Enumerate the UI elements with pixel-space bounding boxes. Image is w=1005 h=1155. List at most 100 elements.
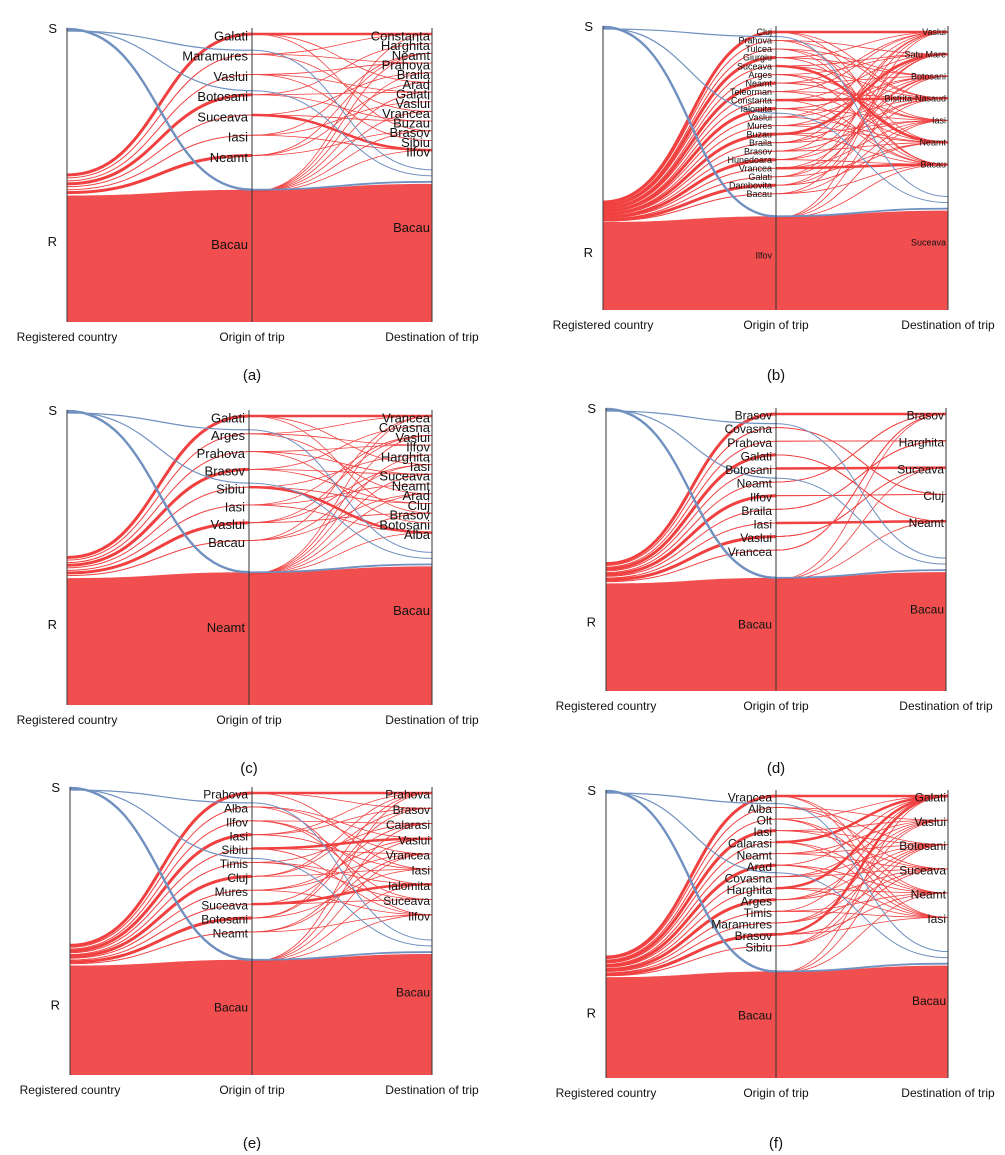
origin-label: Maramures — [711, 917, 772, 931]
flow-line-registered-origin — [602, 183, 777, 222]
flow-line-registered-origin — [605, 535, 777, 582]
origin-label: Iasi — [225, 499, 245, 514]
origin-label: Arges — [748, 70, 772, 80]
flow-line-origin-destination — [775, 819, 949, 947]
origin-label: Neamt — [745, 78, 772, 88]
destination-label: Cluj — [923, 489, 944, 503]
flow-line-registered-origin — [602, 193, 777, 222]
flow-line-origin-destination — [775, 142, 949, 186]
destination-label: Alba — [404, 527, 431, 542]
flow-line-registered-origin — [605, 932, 777, 976]
origin-label-main: Bacau — [211, 237, 248, 252]
flow-line-origin-destination — [251, 868, 433, 919]
flow-line-registered-origin — [66, 93, 253, 186]
flow-line-s-destination — [248, 482, 433, 559]
destination-label: Bistrita-Nasaud — [884, 93, 946, 103]
origin-label: Ilfov — [750, 490, 772, 504]
flow-line-origin-destination — [775, 119, 949, 169]
origin-label: Prahova — [727, 436, 772, 450]
flow-line-origin-destination — [251, 848, 433, 916]
flow-line-origin-destination — [775, 75, 949, 144]
flow-line-origin-destination — [775, 31, 949, 58]
flow-line-origin-destination — [775, 864, 949, 918]
main-flow-band-left — [603, 216, 776, 310]
flow-line-origin-destination — [251, 807, 433, 877]
origin-label: Brasov — [735, 929, 772, 943]
flow-line-registered-origin — [605, 453, 777, 571]
origin-label: Tulcea — [745, 44, 772, 54]
destination-label-main: Bacau — [912, 994, 946, 1008]
destination-label: Neamt — [392, 478, 431, 493]
origin-label: Iasi — [753, 825, 772, 839]
flow-line-origin-destination — [775, 892, 949, 912]
flow-line-origin-destination — [775, 413, 947, 551]
origin-label: Prahova — [738, 36, 772, 46]
origin-label: Vaslui — [211, 517, 246, 532]
origin-label: Teleorman — [730, 87, 772, 97]
flow-line-origin-destination — [251, 834, 433, 870]
origin-label: Botosani — [197, 89, 248, 104]
main-flow-band-right — [776, 210, 948, 310]
flow-line-origin-destination — [775, 108, 949, 121]
flow-line-origin-destination — [775, 65, 949, 99]
destination-label: Prahova — [385, 788, 430, 802]
flow-line-registered-origin — [605, 876, 777, 968]
origin-label: Buzau — [746, 129, 772, 139]
destination-label: Vaslui — [396, 430, 431, 445]
origin-label: Hunedoara — [727, 155, 772, 165]
origin-label: Arges — [741, 894, 772, 908]
flow-line-origin-destination — [248, 415, 433, 541]
flow-line-origin-destination — [251, 848, 433, 855]
registered-label-s: S — [48, 21, 57, 36]
flow-line-origin-destination — [251, 883, 433, 963]
origin-label: Braila — [741, 504, 772, 518]
destination-label: Neamt — [911, 888, 947, 902]
origin-label: Arad — [747, 860, 772, 874]
main-flow-band-right — [776, 572, 946, 691]
flow-line-s-registered — [69, 789, 253, 804]
flow-line-registered-origin — [69, 820, 253, 950]
flow-line-registered-origin — [69, 889, 253, 959]
origin-label: Iasi — [753, 518, 772, 532]
registered-label-s: S — [587, 783, 596, 798]
panel-d: SRBrasovCovasnaPrahovaGalatiBotosaniNeam… — [556, 401, 993, 777]
origin-label: Ilfov — [226, 815, 248, 829]
destination-label: Arad — [403, 488, 430, 503]
destination-label: Cluj — [408, 498, 431, 513]
flow-line-origin-destination — [775, 467, 947, 581]
flow-line-origin-destination — [251, 134, 433, 151]
origin-label: Timis — [744, 906, 772, 920]
destination-label: Suceava — [379, 469, 430, 484]
origin-label: Cluj — [756, 27, 772, 37]
flow-line-origin-destination — [775, 74, 949, 121]
flow-line-origin-destination — [251, 91, 433, 193]
flow-line-origin-destination — [775, 119, 949, 144]
flow-line-origin-destination — [251, 807, 433, 836]
flow-line-origin-destination — [775, 119, 949, 195]
flow-line-origin-destination — [251, 807, 433, 919]
flow-line-origin-destination — [248, 435, 433, 575]
origin-label: Brasov — [205, 464, 246, 479]
origin-label: Covasna — [725, 871, 773, 885]
flow-line-origin-destination — [775, 31, 949, 219]
flow-line-registered-origin — [66, 521, 250, 575]
flow-line-origin-destination — [775, 413, 947, 483]
destination-label: Iasi — [410, 459, 430, 474]
flow-line-origin-destination — [251, 792, 433, 836]
flow-line-registered-origin — [66, 433, 250, 561]
registered-label-r: R — [587, 1006, 596, 1021]
origin-label: Braila — [749, 138, 772, 148]
flow-line-origin-destination — [775, 844, 949, 878]
destination-label: Vaslui — [922, 27, 946, 37]
registered-label-s: S — [48, 403, 57, 418]
flow-line-s-registered — [602, 27, 777, 114]
panel-f: SRVranceaAlbaOltIasiCalarasiNeamtAradCov… — [556, 783, 995, 1152]
origin-label-main: Bacau — [214, 1001, 248, 1015]
flow-line-registered-origin — [605, 818, 777, 961]
flow-line-registered-origin — [69, 791, 253, 947]
flow-line-origin-destination — [775, 75, 949, 219]
flow-line-origin-destination — [251, 838, 433, 933]
flow-line-registered-origin — [605, 494, 777, 576]
destination-label: Suceava — [899, 863, 946, 877]
